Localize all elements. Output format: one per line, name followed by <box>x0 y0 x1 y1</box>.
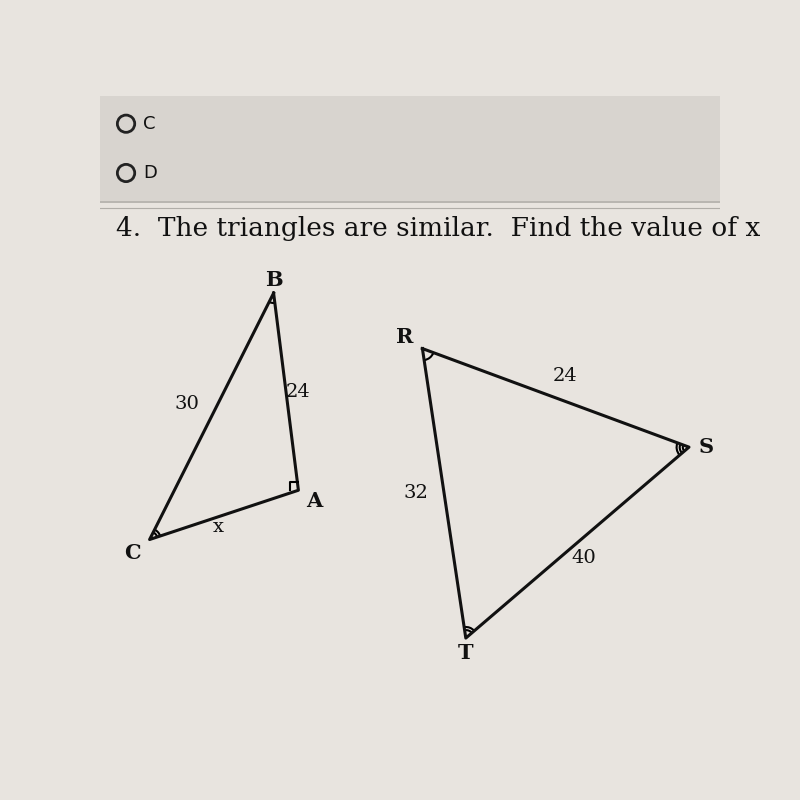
Text: S: S <box>698 437 714 457</box>
Text: A: A <box>306 491 322 511</box>
Text: 24: 24 <box>286 382 310 401</box>
Text: 32: 32 <box>404 484 429 502</box>
Text: T: T <box>458 643 474 663</box>
Text: 30: 30 <box>174 395 199 413</box>
Text: 4.  The triangles are similar.  Find the value of x: 4. The triangles are similar. Find the v… <box>115 216 760 241</box>
Text: R: R <box>396 327 414 347</box>
Text: D: D <box>143 164 158 182</box>
FancyBboxPatch shape <box>100 96 720 201</box>
Text: 24: 24 <box>553 367 578 386</box>
Text: x: x <box>212 518 223 536</box>
Text: C: C <box>143 114 156 133</box>
Text: C: C <box>124 543 141 563</box>
Text: 40: 40 <box>571 549 596 567</box>
Text: B: B <box>265 270 282 290</box>
